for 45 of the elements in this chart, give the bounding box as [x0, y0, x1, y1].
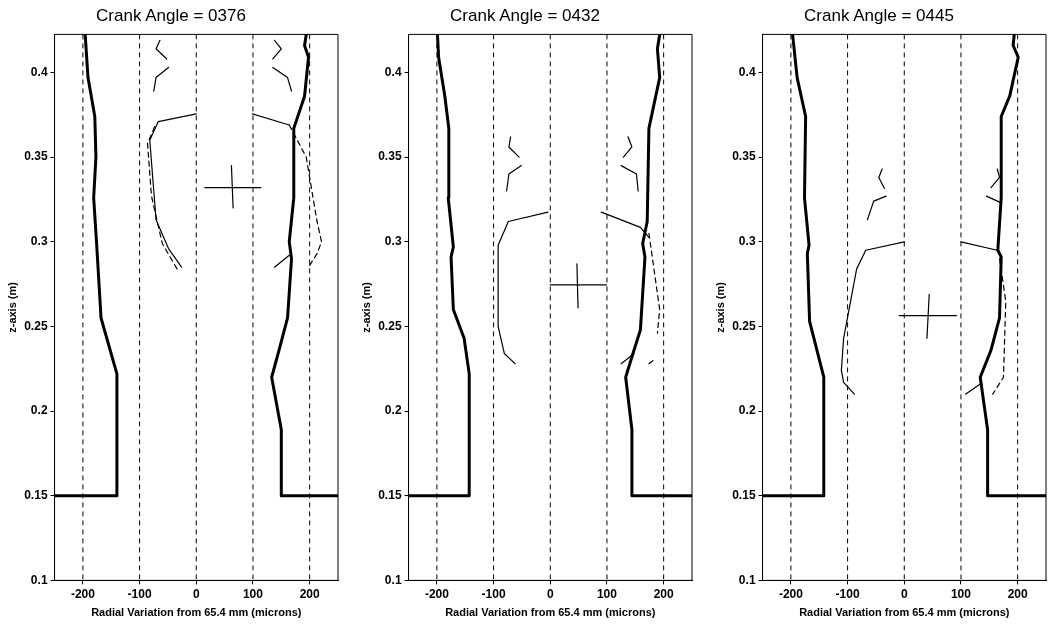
- y-tick-label: 0.1: [30, 572, 48, 587]
- x-tick-label: -100: [127, 586, 152, 601]
- x-tick-label: 200: [653, 586, 674, 601]
- y-axis-title: z-axis (m): [359, 281, 372, 333]
- x-axis-title: Radial Variation from 65.4 mm (microns): [445, 606, 656, 619]
- y-tick-label: 0.1: [384, 572, 402, 587]
- x-tick-label: -100: [835, 586, 860, 601]
- y-tick-label: 0.2: [384, 403, 402, 418]
- x-tick-label: 200: [299, 586, 320, 601]
- chart-title: Crank Angle = 0445: [804, 5, 954, 25]
- y-tick-label: 0.4: [384, 64, 402, 79]
- x-tick-label: 100: [596, 586, 618, 601]
- y-tick-label: 0.3: [30, 234, 48, 249]
- x-tick-label: 0: [192, 586, 200, 601]
- chart-title: Crank Angle = 0376: [96, 5, 246, 25]
- x-tick-label: 0: [900, 586, 908, 601]
- y-axis-title: z-axis (m): [5, 281, 18, 333]
- y-tick-label: 0.4: [30, 64, 48, 79]
- x-tick-label: 100: [950, 586, 972, 601]
- y-tick-label: 0.25: [732, 318, 756, 333]
- y-tick-label: 0.3: [384, 234, 402, 249]
- y-tick-label: 0.2: [30, 403, 48, 418]
- y-tick-label: 0.4: [738, 64, 756, 79]
- y-tick-label: 0.2: [738, 403, 756, 418]
- x-tick-label: 200: [1007, 586, 1028, 601]
- x-tick-label: -200: [70, 586, 96, 601]
- x-tick-label: -200: [778, 586, 804, 601]
- y-tick-label: 0.25: [24, 318, 48, 333]
- y-tick-label: 0.35: [732, 149, 756, 164]
- x-axis-title: Radial Variation from 65.4 mm (microns): [91, 606, 302, 619]
- y-tick-label: 0.25: [378, 318, 402, 333]
- y-tick-label: 0.35: [378, 149, 402, 164]
- x-tick-label: 0: [546, 586, 554, 601]
- x-tick-label: -200: [424, 586, 450, 601]
- chart-title: Crank Angle = 0432: [450, 5, 600, 25]
- y-axis-title: z-axis (m): [713, 281, 726, 333]
- y-tick-label: 0.15: [378, 488, 402, 503]
- x-tick-label: -100: [481, 586, 506, 601]
- y-tick-label: 0.15: [24, 488, 48, 503]
- y-tick-label: 0.1: [738, 572, 756, 587]
- x-axis-title: Radial Variation from 65.4 mm (microns): [799, 606, 1010, 619]
- y-tick-label: 0.15: [732, 488, 756, 503]
- y-tick-label: 0.3: [738, 234, 756, 249]
- x-tick-label: 100: [242, 586, 264, 601]
- y-tick-label: 0.35: [24, 149, 48, 164]
